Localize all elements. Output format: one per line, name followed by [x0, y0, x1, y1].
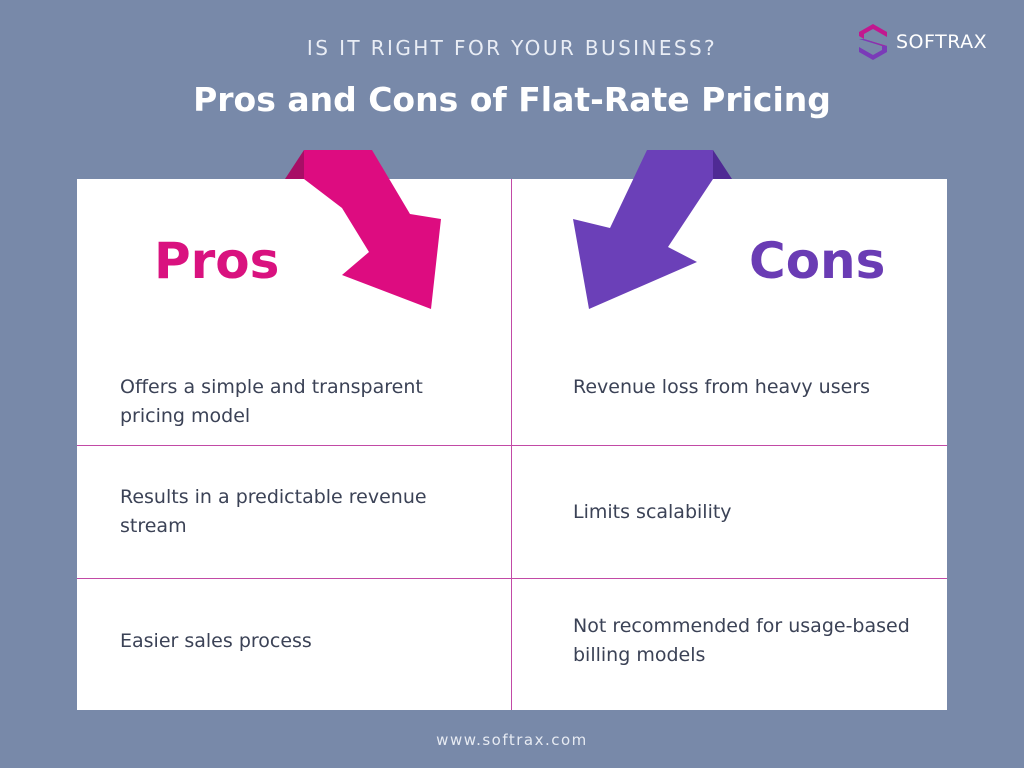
con-cell-3: Not recommended for usage-based billing …	[573, 579, 913, 703]
footer-url[interactable]: www.softrax.com	[436, 731, 588, 749]
pros-heading: Pros	[154, 232, 280, 290]
pro-cell-2: Results in a predictable revenue stream	[120, 446, 460, 578]
row-divider	[77, 578, 947, 579]
pro-text: Offers a simple and transparent pricing …	[120, 376, 423, 427]
page-title: Pros and Cons of Flat-Rate Pricing	[193, 80, 831, 119]
con-text: Not recommended for usage-based billing …	[573, 615, 910, 666]
row-divider	[77, 445, 947, 446]
con-cell-1: Revenue loss from heavy users	[573, 359, 913, 415]
pro-cell-1: Offers a simple and transparent pricing …	[120, 359, 460, 445]
con-cell-2: Limits scalability	[573, 446, 913, 578]
cons-heading: Cons	[749, 232, 886, 290]
softrax-s-logo-icon	[859, 24, 887, 60]
pro-cell-3: Easier sales process	[120, 579, 460, 703]
brand-logo[interactable]: SOFTRAX	[856, 22, 987, 62]
con-text: Revenue loss from heavy users	[573, 375, 871, 398]
eyebrow-text: IS IT RIGHT FOR YOUR BUSINESS?	[306, 36, 718, 60]
brand-name: SOFTRAX	[896, 31, 988, 53]
pro-text: Easier sales process	[120, 629, 312, 652]
column-divider	[511, 179, 512, 710]
pink-arrow-icon	[304, 150, 441, 309]
pro-text: Results in a predictable revenue stream	[120, 486, 427, 537]
pros-cons-table: Pros Cons Offers a simple and transparen…	[77, 179, 947, 710]
con-text: Limits scalability	[573, 500, 732, 523]
purple-arrow-icon	[573, 150, 713, 309]
